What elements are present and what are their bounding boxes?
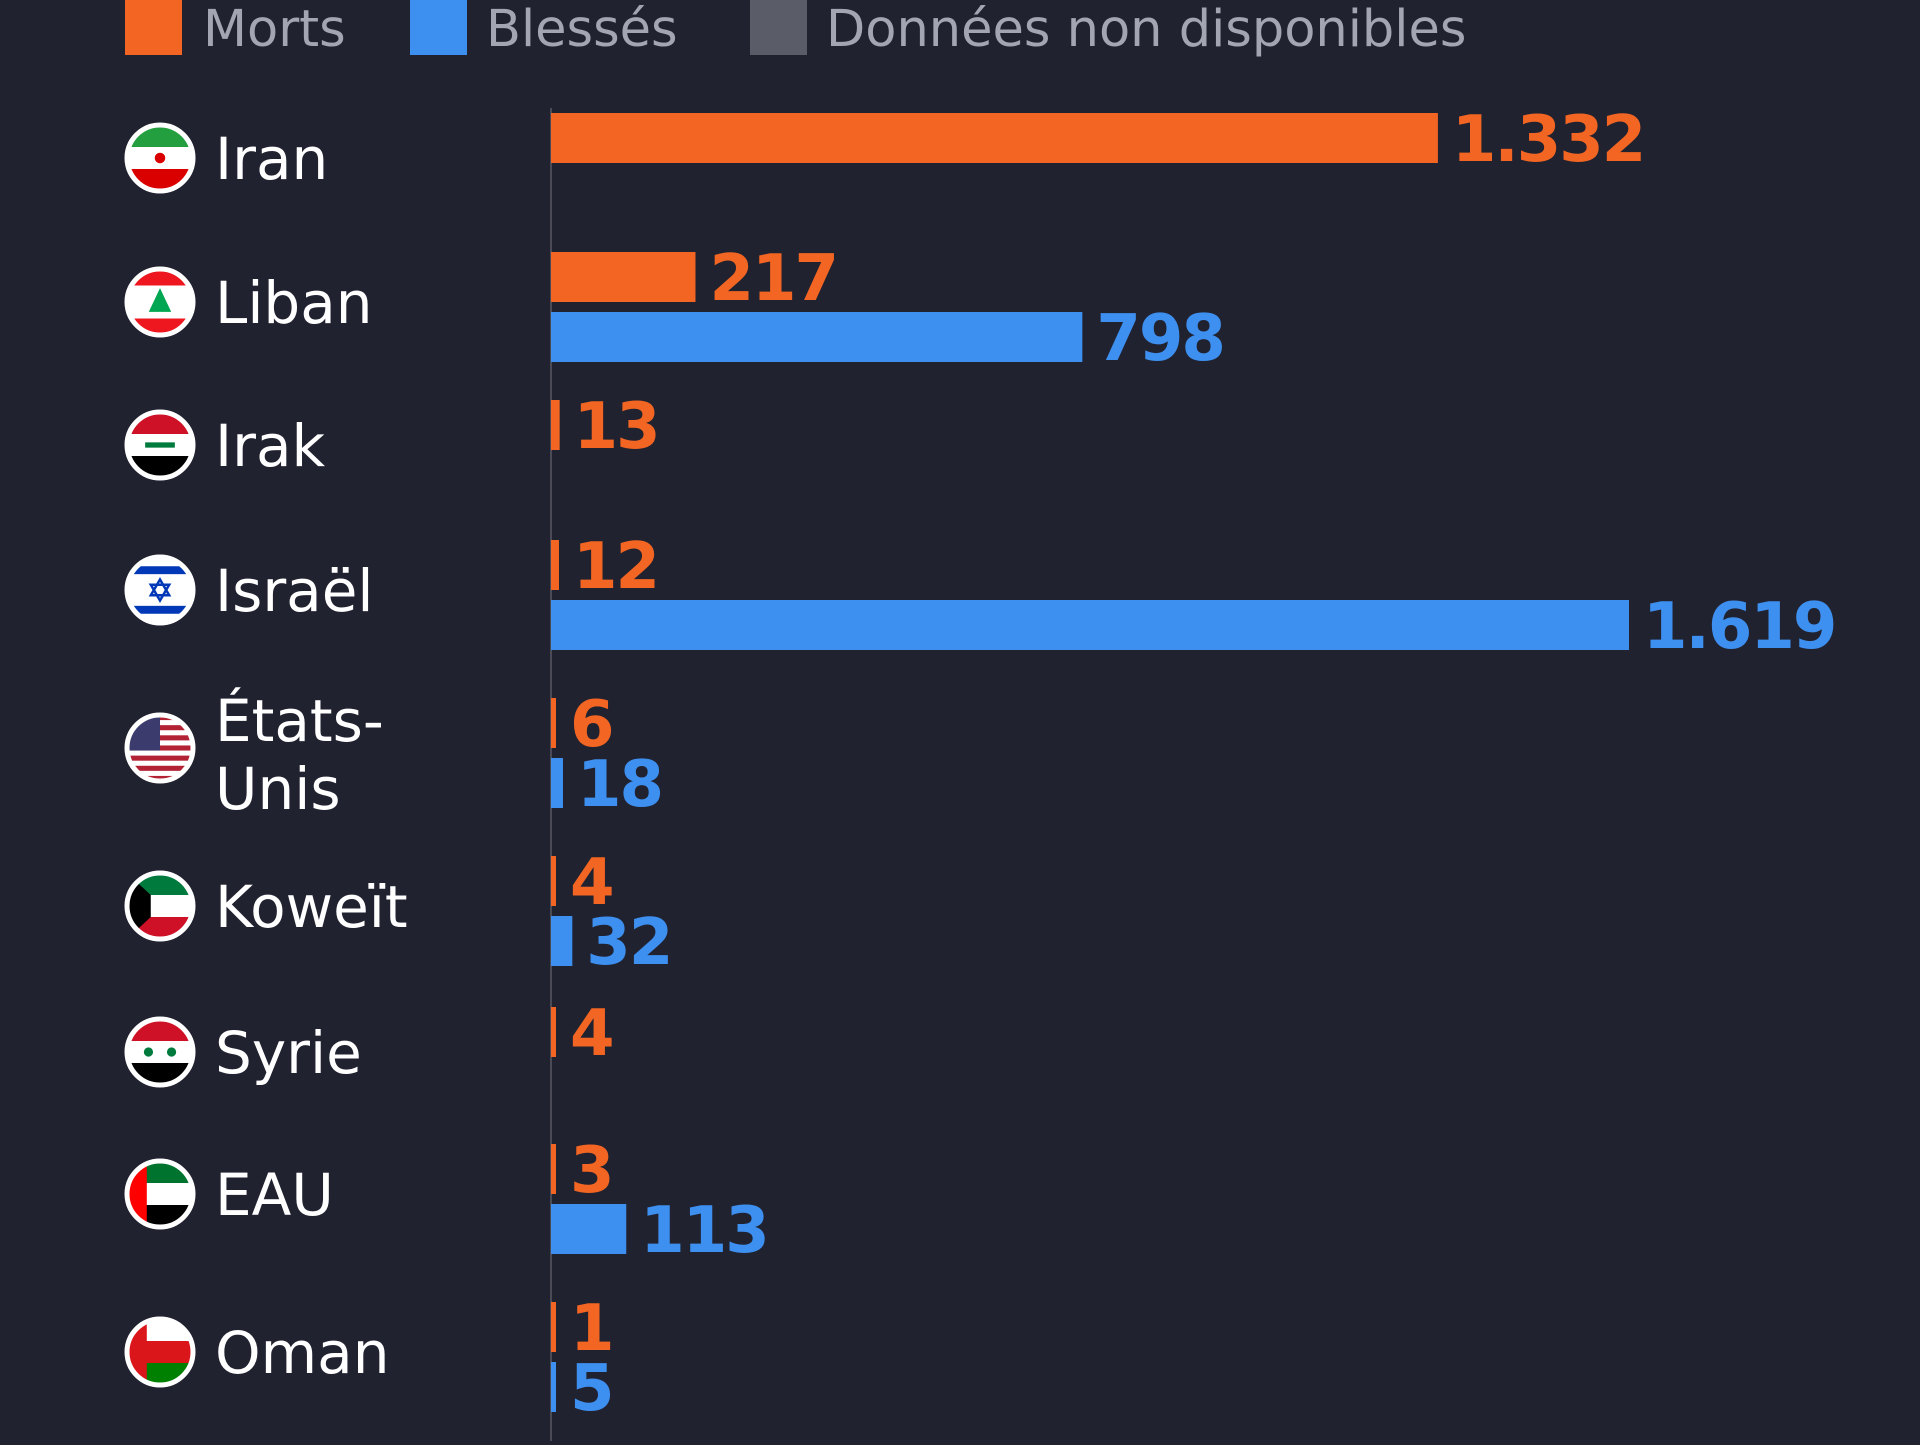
category-label: Israël xyxy=(215,557,374,625)
legend-swatch-na xyxy=(750,0,807,55)
category-label: Koweït xyxy=(215,873,408,941)
lebanon-flag-icon xyxy=(124,266,196,338)
bar-blesses xyxy=(551,916,573,966)
bar-blesses xyxy=(551,600,1629,650)
kuwait-flag-icon xyxy=(124,870,196,942)
category-label: Liban xyxy=(215,269,373,337)
iraq-flag-icon xyxy=(124,409,196,481)
usa-flag-icon xyxy=(124,712,196,784)
category-label: Iran xyxy=(215,125,328,193)
data-label-morts: 3 xyxy=(570,1134,613,1208)
category-label: Oman xyxy=(215,1319,389,1387)
row-usa: États-Unis 618 xyxy=(124,686,664,823)
bar-morts xyxy=(551,113,1438,163)
category-label: États-Unis xyxy=(215,686,384,823)
bar-morts xyxy=(551,698,556,748)
data-label-blesses: 18 xyxy=(577,748,662,822)
data-label-morts: 6 xyxy=(570,688,613,762)
bar-morts xyxy=(551,856,556,906)
data-label-morts: 217 xyxy=(709,242,837,316)
iran-flag-icon xyxy=(124,122,196,194)
bar-morts xyxy=(551,1144,556,1194)
uae-flag-icon xyxy=(124,1158,196,1230)
legend-label-blesses: Blessés xyxy=(486,0,678,59)
bar-blesses xyxy=(551,1204,627,1254)
bar-morts xyxy=(551,1007,556,1057)
bar-morts xyxy=(551,400,560,450)
category-label: EAU xyxy=(215,1161,334,1229)
row-uae: EAU 3 113 xyxy=(124,1134,770,1268)
legend-swatch-blesses xyxy=(410,0,467,55)
legend-label-morts: Morts xyxy=(203,0,346,59)
bar-blesses xyxy=(551,758,563,808)
data-label-morts: 1 xyxy=(570,1292,613,1366)
row-syria: Syrie 4 xyxy=(124,997,615,1088)
row-israel: Israël 12 1.619 xyxy=(124,530,1837,664)
category-label: Irak xyxy=(215,412,325,480)
data-label-morts: 4 xyxy=(570,846,613,920)
row-lebanon: Liban 217 798 xyxy=(124,242,1226,376)
legend: Morts Blessés Données non disponibles xyxy=(125,0,1466,59)
bar-morts xyxy=(551,540,559,590)
bar-morts xyxy=(551,252,696,302)
row-oman: Oman 15 xyxy=(124,1292,615,1426)
israel-flag-icon xyxy=(124,554,196,626)
data-label-blesses: 798 xyxy=(1096,302,1224,376)
row-kuwait: Koweït 432 xyxy=(124,846,673,980)
data-label-morts: 1.332 xyxy=(1452,103,1644,177)
data-label-morts: 13 xyxy=(574,390,659,464)
data-label-blesses: 1.619 xyxy=(1643,590,1835,664)
data-label-morts: 4 xyxy=(570,997,613,1071)
data-label-morts: 12 xyxy=(573,530,658,604)
bar-blesses xyxy=(551,312,1083,362)
syria-flag-icon xyxy=(124,1016,196,1088)
category-label: Syrie xyxy=(215,1019,362,1087)
row-iraq: Irak 13 xyxy=(124,390,661,481)
data-label-blesses: 113 xyxy=(640,1194,768,1268)
bar-blesses xyxy=(551,1362,556,1412)
legend-label-na: Données non disponibles xyxy=(826,0,1466,59)
data-label-blesses: 5 xyxy=(570,1352,613,1426)
bar-morts xyxy=(551,1302,556,1352)
oman-flag-icon xyxy=(124,1316,196,1388)
legend-swatch-morts xyxy=(125,0,182,55)
row-iran: Iran 1.332 xyxy=(124,103,1646,194)
data-label-blesses: 32 xyxy=(586,906,671,980)
